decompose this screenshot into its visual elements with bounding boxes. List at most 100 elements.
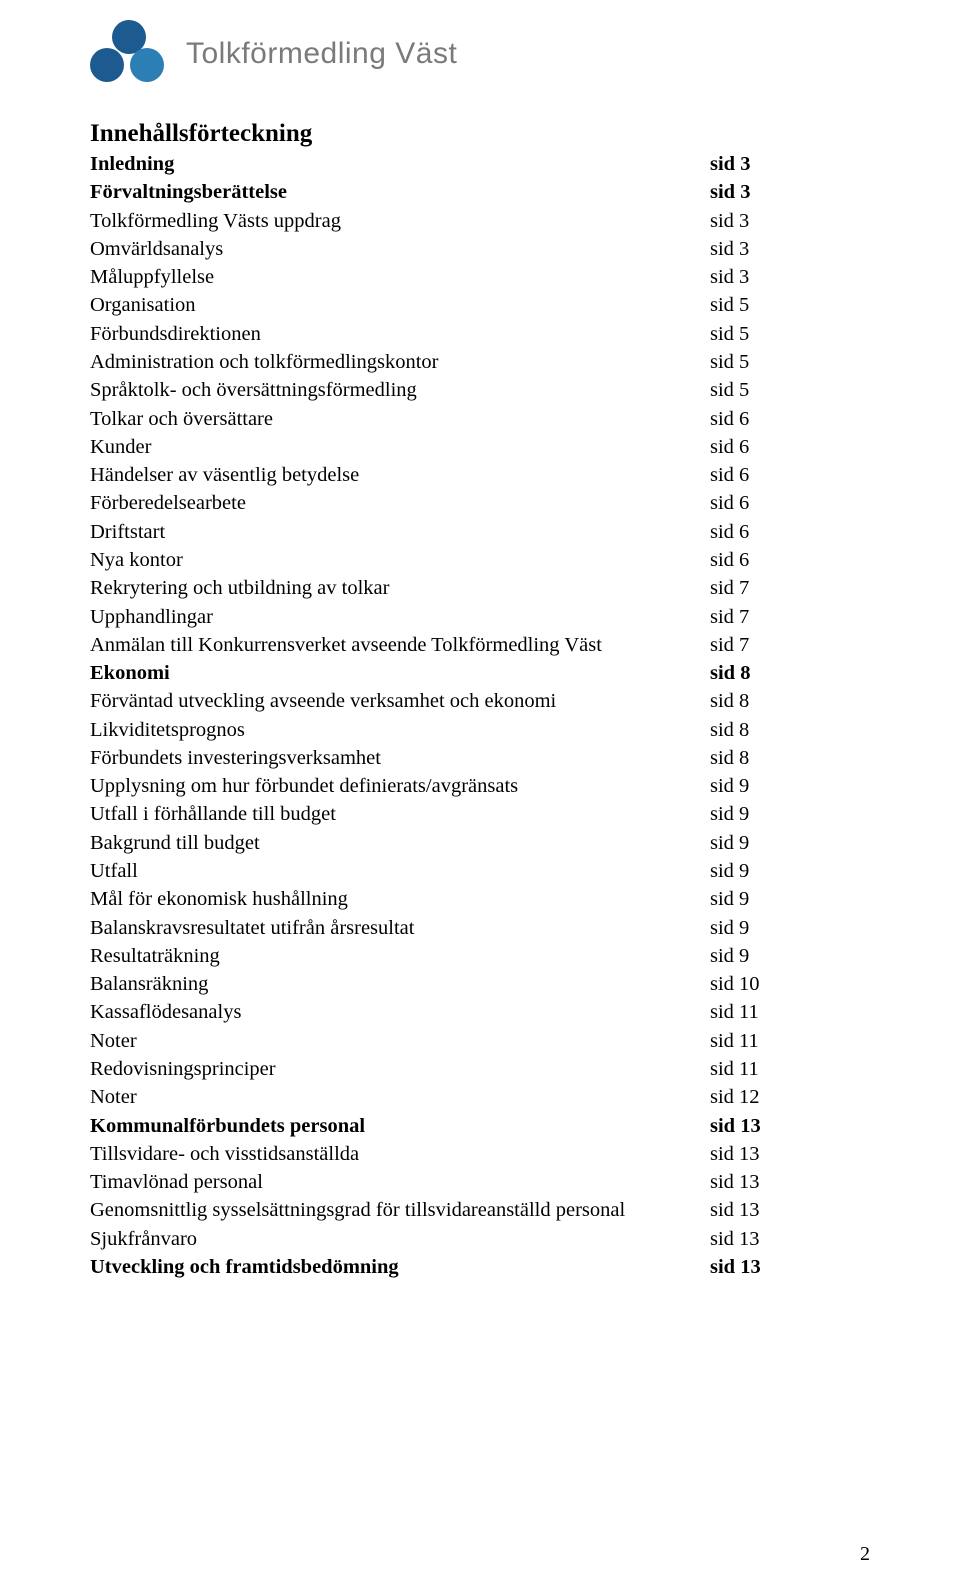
toc-row-label: Rekrytering och utbildning av tolkar: [90, 574, 710, 602]
toc-row-page: sid 13: [710, 1168, 760, 1196]
toc-row-label: Kommunalförbundets personal: [90, 1112, 710, 1140]
toc-row-page: sid 9: [710, 857, 749, 885]
toc-row-label: Språktolk- och översättningsförmedling: [90, 376, 710, 404]
toc-row: Tolkförmedling Västs uppdragsid 3: [90, 207, 870, 235]
toc-row: Balansräkningsid 10: [90, 970, 870, 998]
toc-row: Notersid 12: [90, 1083, 870, 1111]
toc-row-page: sid 6: [710, 518, 749, 546]
toc-row-page: sid 7: [710, 574, 749, 602]
toc-row-label: Ekonomi: [90, 659, 710, 687]
toc-row: Upphandlingarsid 7: [90, 603, 870, 631]
toc-row: Timavlönad personalsid 13: [90, 1168, 870, 1196]
toc-row-page: sid 12: [710, 1083, 760, 1111]
toc-row-page: sid 9: [710, 800, 749, 828]
toc-row-label: Förvaltningsberättelse: [90, 178, 710, 206]
toc-row: Omvärldsanalyssid 3: [90, 235, 870, 263]
toc-row-label: Driftstart: [90, 518, 710, 546]
toc-row-page: sid 13: [710, 1225, 760, 1253]
toc-row-page: sid 11: [710, 998, 759, 1026]
toc-row: Ekonomisid 8: [90, 659, 870, 687]
toc-row-label: Redovisningsprinciper: [90, 1055, 710, 1083]
toc-row: Notersid 11: [90, 1027, 870, 1055]
toc-row-label: Noter: [90, 1027, 710, 1055]
toc-row-page: sid 8: [710, 716, 749, 744]
toc-row-page: sid 13: [710, 1112, 761, 1140]
toc-row-page: sid 5: [710, 376, 749, 404]
toc-row-page: sid 8: [710, 659, 750, 687]
toc-row: Upplysning om hur förbundet definierats/…: [90, 772, 870, 800]
toc-row-page: sid 3: [710, 207, 749, 235]
toc-row-page: sid 3: [710, 263, 749, 291]
toc-row-page: sid 13: [710, 1140, 760, 1168]
toc-row: Utfallsid 9: [90, 857, 870, 885]
toc-row-label: Upplysning om hur förbundet definierats/…: [90, 772, 710, 800]
toc-row-label: Tolkförmedling Västs uppdrag: [90, 207, 710, 235]
toc-row-page: sid 3: [710, 178, 750, 206]
toc-row: Förvaltningsberättelsesid 3: [90, 178, 870, 206]
toc-row-page: sid 7: [710, 603, 749, 631]
toc-row-label: Anmälan till Konkurrensverket avseende T…: [90, 631, 710, 659]
toc-row-page: sid 11: [710, 1027, 759, 1055]
toc-row-label: Upphandlingar: [90, 603, 710, 631]
toc-row: Inledningsid 3: [90, 150, 870, 178]
toc-row: Förberedelsearbetesid 6: [90, 489, 870, 517]
toc-row-label: Balansräkning: [90, 970, 710, 998]
toc-row-page: sid 9: [710, 942, 749, 970]
toc-row-page: sid 11: [710, 1055, 759, 1083]
toc-row-page: sid 9: [710, 885, 749, 913]
toc-row: Förväntad utveckling avseende verksamhet…: [90, 687, 870, 715]
toc-row: Förbundets investeringsverksamhetsid 8: [90, 744, 870, 772]
toc-row-label: Mål för ekonomisk hushållning: [90, 885, 710, 913]
toc-row-page: sid 6: [710, 546, 749, 574]
toc-row-page: sid 8: [710, 687, 749, 715]
toc-row: Redovisningsprincipersid 11: [90, 1055, 870, 1083]
toc-row-page: sid 9: [710, 829, 749, 857]
toc-row: Språktolk- och översättningsförmedlingsi…: [90, 376, 870, 404]
toc-row-label: Organisation: [90, 291, 710, 319]
toc-row-label: Nya kontor: [90, 546, 710, 574]
toc-row: Tillsvidare- och visstidsanställdasid 13: [90, 1140, 870, 1168]
brand-name: Tolkförmedling Väst: [186, 37, 457, 71]
toc-row-label: Administration och tolkförmedlingskontor: [90, 348, 710, 376]
toc-row-label: Inledning: [90, 150, 710, 178]
toc-row: Administration och tolkförmedlingskontor…: [90, 348, 870, 376]
toc-row-label: Omvärldsanalys: [90, 235, 710, 263]
toc-row-page: sid 6: [710, 489, 749, 517]
toc-row-label: Förväntad utveckling avseende verksamhet…: [90, 687, 710, 715]
toc-row-label: Utveckling och framtidsbedömning: [90, 1253, 710, 1281]
toc-row-label: Måluppfyllelse: [90, 263, 710, 291]
toc-row-label: Förberedelsearbete: [90, 489, 710, 517]
toc-row-label: Sjukfrånvaro: [90, 1225, 710, 1253]
toc-row-page: sid 13: [710, 1196, 760, 1224]
toc-row: Organisationsid 5: [90, 291, 870, 319]
toc-row: Bakgrund till budgetsid 9: [90, 829, 870, 857]
toc-row-page: sid 6: [710, 461, 749, 489]
toc-row-page: sid 10: [710, 970, 760, 998]
table-of-contents: Inledningsid 3Förvaltningsberättelsesid …: [90, 150, 870, 1281]
toc-row-page: sid 5: [710, 348, 749, 376]
brand-header: Tolkförmedling Väst: [90, 20, 870, 88]
toc-row: Kommunalförbundets personalsid 13: [90, 1112, 870, 1140]
toc-row: Driftstartsid 6: [90, 518, 870, 546]
toc-row-page: sid 13: [710, 1253, 761, 1281]
toc-row-page: sid 6: [710, 433, 749, 461]
toc-row: Mål för ekonomisk hushållningsid 9: [90, 885, 870, 913]
toc-row: Utveckling och framtidsbedömningsid 13: [90, 1253, 870, 1281]
toc-row-label: Bakgrund till budget: [90, 829, 710, 857]
logo-icon: [90, 20, 168, 88]
toc-row: Balanskravsresultatet utifrån årsresulta…: [90, 914, 870, 942]
toc-row: Anmälan till Konkurrensverket avseende T…: [90, 631, 870, 659]
toc-row-label: Likviditetsprognos: [90, 716, 710, 744]
toc-row: Händelser av väsentlig betydelsesid 6: [90, 461, 870, 489]
toc-row: Tolkar och översättaresid 6: [90, 405, 870, 433]
toc-row: Sjukfrånvarosid 13: [90, 1225, 870, 1253]
toc-row-page: sid 9: [710, 772, 749, 800]
toc-row-page: sid 7: [710, 631, 749, 659]
toc-row: Kundersid 6: [90, 433, 870, 461]
toc-row-label: Tolkar och översättare: [90, 405, 710, 433]
toc-row-label: Utfall i förhållande till budget: [90, 800, 710, 828]
toc-row-label: Förbundets investeringsverksamhet: [90, 744, 710, 772]
toc-row: Kassaflödesanalyssid 11: [90, 998, 870, 1026]
toc-row-label: Timavlönad personal: [90, 1168, 710, 1196]
toc-row: Förbundsdirektionensid 5: [90, 320, 870, 348]
